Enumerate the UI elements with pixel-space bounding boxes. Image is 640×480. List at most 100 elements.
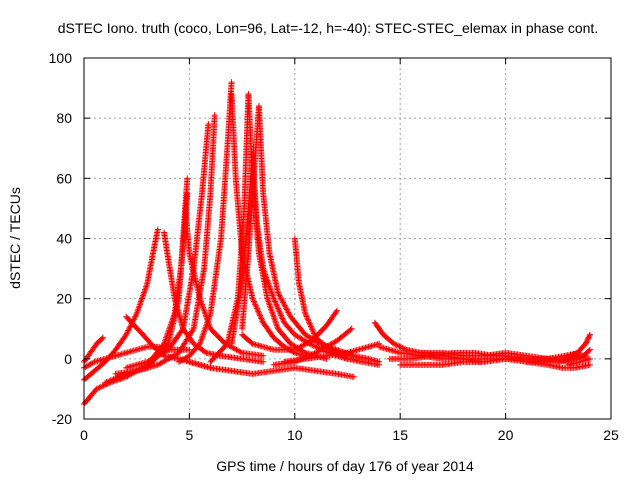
data-point — [350, 373, 357, 380]
data-point — [143, 282, 150, 289]
data-point — [107, 377, 114, 384]
data-point — [237, 349, 244, 356]
data-point — [139, 294, 146, 301]
data-point — [124, 328, 131, 335]
data-point — [265, 300, 272, 307]
data-point — [201, 328, 208, 335]
x-tick-label: 25 — [603, 427, 619, 443]
x-tick-label: 20 — [498, 427, 514, 443]
data-point — [255, 309, 262, 316]
x-tick-label: 0 — [80, 427, 88, 443]
data-point — [111, 375, 118, 382]
series-1 — [81, 226, 161, 383]
data-point — [270, 312, 277, 319]
data-point — [109, 376, 116, 383]
data-point — [120, 372, 127, 379]
data-point — [223, 341, 230, 348]
y-axis-tick-labels: -20 0 20 40 60 80 100 — [49, 50, 73, 427]
data-point — [202, 325, 209, 332]
data-point — [201, 327, 208, 334]
data-point — [267, 286, 274, 293]
data-point — [90, 359, 97, 366]
data-point — [100, 382, 107, 389]
data-point — [118, 372, 125, 379]
data-point — [201, 309, 208, 316]
data-point — [272, 318, 279, 325]
data-point — [186, 346, 193, 353]
data-point — [258, 315, 265, 322]
data-point — [268, 307, 275, 314]
data-point — [96, 384, 103, 391]
data-point — [268, 306, 275, 313]
data-point — [140, 291, 147, 298]
data-point — [99, 383, 106, 390]
data-point — [130, 316, 137, 323]
data-point — [93, 385, 100, 392]
data-point — [268, 289, 275, 296]
data-point — [114, 374, 121, 381]
data-point — [202, 310, 209, 317]
data-point — [257, 314, 264, 321]
y-tick-label: -20 — [52, 411, 72, 427]
data-point — [136, 303, 143, 310]
data-point — [137, 298, 144, 305]
data-point — [132, 313, 139, 320]
data-point — [117, 373, 124, 380]
chart-title: dSTEC Iono. truth (coco, Lon=96, Lat=-12… — [58, 20, 598, 36]
data-point — [123, 331, 130, 338]
data-point — [137, 300, 144, 307]
data-point — [140, 292, 147, 299]
data-point — [98, 335, 105, 342]
data-point — [141, 289, 148, 296]
y-tick-label: 60 — [56, 170, 72, 186]
data-point — [273, 321, 280, 328]
data-point — [103, 379, 110, 386]
data-point — [253, 304, 260, 311]
data-point — [260, 352, 267, 359]
data-point — [268, 288, 275, 295]
x-tick-label: 10 — [287, 427, 303, 443]
data-point — [251, 299, 258, 306]
data-point — [252, 301, 259, 308]
data-point — [376, 361, 383, 368]
data-point — [300, 348, 307, 355]
data-marks — [81, 79, 593, 407]
data-point — [253, 305, 260, 312]
data-point — [142, 286, 149, 293]
data-point — [142, 285, 149, 292]
data-point — [184, 175, 191, 182]
data-point — [135, 306, 142, 313]
data-point — [136, 301, 143, 308]
x-axis-title: GPS time / hours of day 176 of year 2014 — [216, 458, 474, 474]
data-point — [267, 304, 274, 311]
data-point — [102, 379, 109, 386]
data-point — [250, 298, 257, 305]
data-point — [269, 310, 276, 317]
data-point — [121, 371, 128, 378]
data-point — [135, 304, 142, 311]
data-point — [106, 378, 113, 385]
data-point — [199, 334, 206, 341]
data-point — [250, 297, 257, 304]
data-point — [257, 312, 264, 319]
y-tick-label: 0 — [64, 351, 72, 367]
data-point — [200, 330, 207, 337]
data-point — [206, 312, 213, 319]
data-point — [110, 376, 117, 383]
data-point — [113, 375, 120, 382]
data-point — [264, 295, 271, 302]
data-point — [164, 341, 171, 348]
data-point — [205, 121, 212, 128]
data-point — [123, 330, 130, 337]
data-point — [126, 324, 133, 331]
data-point — [259, 318, 266, 325]
data-point — [99, 334, 106, 341]
data-point — [586, 361, 593, 368]
data-point — [143, 283, 150, 290]
data-point — [260, 358, 267, 365]
data-point — [200, 306, 207, 313]
data-point — [116, 373, 123, 380]
data-point — [264, 297, 271, 304]
data-point — [211, 112, 218, 119]
data-point — [265, 298, 272, 305]
